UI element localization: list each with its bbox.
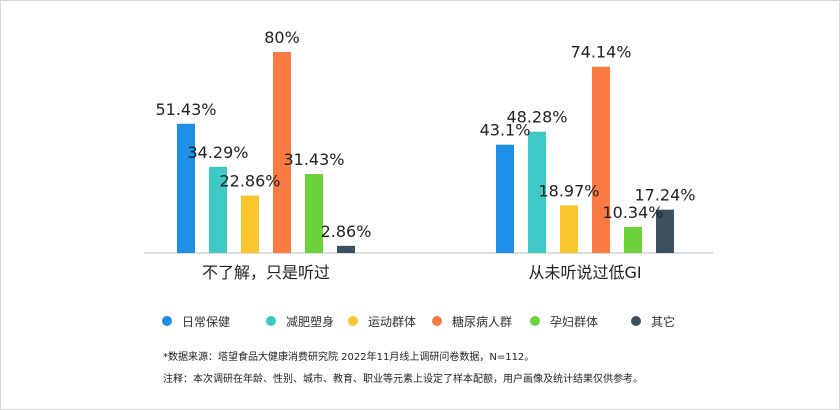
value-label-1-2: 34.29% [187, 143, 248, 162]
bar-chart: 51.43% 34.29% 22.86% 80% 31.43% 2.86% 43.1%48.… [144, 28, 713, 282]
category-label-1: 不了解，只是听过 [202, 263, 330, 282]
bar-1-4 [273, 52, 291, 253]
value-label-1-6: 2.86% [321, 222, 372, 241]
bar-1-1 [177, 123, 195, 253]
bar-1-2 [209, 166, 227, 253]
bar-2-1 [496, 144, 514, 253]
legend: 日常保健 减肥塑身 运动群体 糖尿病人群 孕妇群体 其它 [1, 310, 840, 332]
value-label-1-3: 22.86% [219, 172, 280, 191]
bar-1-6 [337, 245, 355, 253]
value-label-1-4: 80% [264, 28, 300, 47]
legend-label: 孕妇群体 [550, 314, 599, 329]
legend-item-6: 其它 [631, 310, 675, 332]
bar-1-5 [305, 174, 323, 253]
value-label-2-3: 18.97% [538, 181, 599, 200]
bar-2-5 [624, 227, 642, 253]
legend-label: 减肥塑身 [286, 314, 335, 329]
value-label-1-5: 31.43% [283, 150, 344, 169]
legend-label: 糖尿病人群 [452, 314, 513, 329]
bar-1-3 [241, 195, 259, 253]
legend-swatch [631, 316, 641, 326]
legend-item-1: 日常保健 [162, 310, 230, 332]
legend-label: 运动群体 [368, 314, 417, 329]
legend-swatch [530, 316, 540, 326]
category-label-2: 从未听说过低GI [528, 263, 641, 282]
value-label-2-2: 48.28% [506, 108, 567, 127]
bar-2-3 [560, 205, 578, 253]
data-source-note: *数据来源：塔望食品大健康消费研究院 2022年11月线上调研问卷数据，N=11… [163, 352, 535, 363]
legend-item-5: 孕妇群体 [530, 310, 598, 332]
legend-swatch [432, 316, 442, 326]
legend-item-2: 减肥塑身 [266, 310, 334, 332]
value-label-2-5: 10.34% [602, 203, 663, 222]
value-label-2-4: 74.14% [570, 43, 631, 62]
legend-label: 其它 [651, 314, 676, 329]
value-label-1-1: 51.43% [155, 100, 216, 119]
bar-2-2 [528, 131, 546, 253]
legend-swatch [348, 316, 358, 326]
remark-note: 注释：本次调研在年龄、性别、城市、教育、职业等元素上设定了样本配额，用户画像及统… [163, 374, 643, 385]
bar-2-6 [656, 209, 674, 253]
legend-item-4: 糖尿病人群 [432, 310, 512, 332]
legend-swatch [162, 316, 172, 326]
value-label-2-6: 17.24% [634, 186, 695, 205]
legend-item-3: 运动群体 [348, 310, 416, 332]
bar-2-4 [592, 66, 610, 253]
legend-label: 日常保健 [182, 314, 231, 329]
value-label-2-1: 43.1% [480, 121, 531, 140]
legend-swatch [266, 316, 276, 326]
